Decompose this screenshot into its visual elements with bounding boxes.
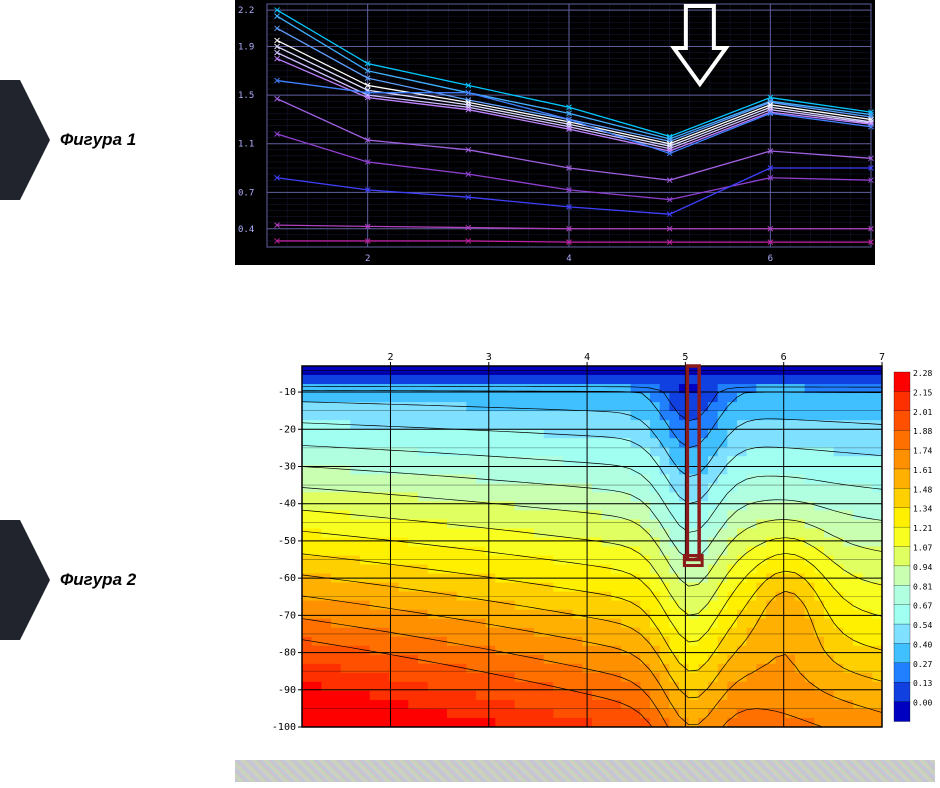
figure1-caption: Фигура 1 <box>60 130 136 150</box>
svg-text:0.81: 0.81 <box>913 582 932 591</box>
svg-text:1.48: 1.48 <box>913 485 932 494</box>
svg-text:7: 7 <box>879 352 885 363</box>
svg-text:-50: -50 <box>278 536 296 547</box>
svg-text:2.01: 2.01 <box>913 408 932 417</box>
svg-text:-30: -30 <box>278 461 296 472</box>
svg-text:1.1: 1.1 <box>238 140 254 150</box>
svg-text:-10: -10 <box>278 387 296 398</box>
svg-text:0.4: 0.4 <box>238 225 254 235</box>
figure2-label-block: Фигура 2 <box>0 520 210 640</box>
svg-text:6: 6 <box>781 352 787 363</box>
heatmap-svg: 2 3 4 5 6 7 -10 -20 -30 -40 -50 -60 -70 -80 -90 -100 2.2… <box>260 348 940 733</box>
hexagon-decoration <box>0 80 50 200</box>
svg-text:-60: -60 <box>278 573 296 584</box>
noise-strip-decoration <box>235 760 935 782</box>
svg-text:4: 4 <box>566 254 571 264</box>
svg-text:1.21: 1.21 <box>913 524 932 533</box>
svg-text:2: 2 <box>365 254 370 264</box>
svg-text:3: 3 <box>486 352 492 363</box>
svg-text:-40: -40 <box>278 499 296 510</box>
svg-text:1.5: 1.5 <box>238 91 254 101</box>
svg-text:1.34: 1.34 <box>913 505 932 514</box>
svg-text:0.40: 0.40 <box>913 640 932 649</box>
svg-text:1.88: 1.88 <box>913 427 932 436</box>
figure1-label-block: Фигура 1 <box>0 80 210 200</box>
svg-text:1.74: 1.74 <box>913 447 932 456</box>
hexagon-decoration <box>0 520 50 640</box>
svg-text:1.07: 1.07 <box>913 544 932 553</box>
svg-text:0.94: 0.94 <box>913 563 932 572</box>
svg-text:1.61: 1.61 <box>913 466 932 475</box>
svg-text:0.13: 0.13 <box>913 679 932 688</box>
svg-text:2.2: 2.2 <box>238 6 254 16</box>
svg-text:0.27: 0.27 <box>913 660 932 669</box>
svg-text:2.15: 2.15 <box>913 388 932 397</box>
svg-text:-70: -70 <box>278 610 296 621</box>
svg-text:4: 4 <box>584 352 590 363</box>
figure1-chart: 2 4 6 0.4 0.7 1.1 1.5 1.9 2.2 <box>235 0 875 265</box>
svg-text:0.7: 0.7 <box>238 188 254 198</box>
svg-text:-80: -80 <box>278 648 296 659</box>
svg-text:0.00: 0.00 <box>913 699 932 708</box>
svg-text:1.9: 1.9 <box>238 43 254 53</box>
svg-text:0.67: 0.67 <box>913 602 932 611</box>
figure2-chart: 2 3 4 5 6 7 -10 -20 -30 -40 -50 -60 -70 -80 -90 -100 2.2… <box>260 348 940 733</box>
line-chart-svg: 2 4 6 0.4 0.7 1.1 1.5 1.9 2.2 <box>235 0 875 265</box>
svg-text:6: 6 <box>768 254 773 264</box>
svg-text:-20: -20 <box>278 424 296 435</box>
svg-text:2: 2 <box>387 352 393 363</box>
svg-text:-90: -90 <box>278 685 296 696</box>
svg-text:5: 5 <box>682 352 688 363</box>
svg-text:-100: -100 <box>272 722 296 733</box>
figure2-caption: Фигура 2 <box>60 570 136 590</box>
svg-text:2.28: 2.28 <box>913 369 932 378</box>
svg-text:0.54: 0.54 <box>913 621 932 630</box>
